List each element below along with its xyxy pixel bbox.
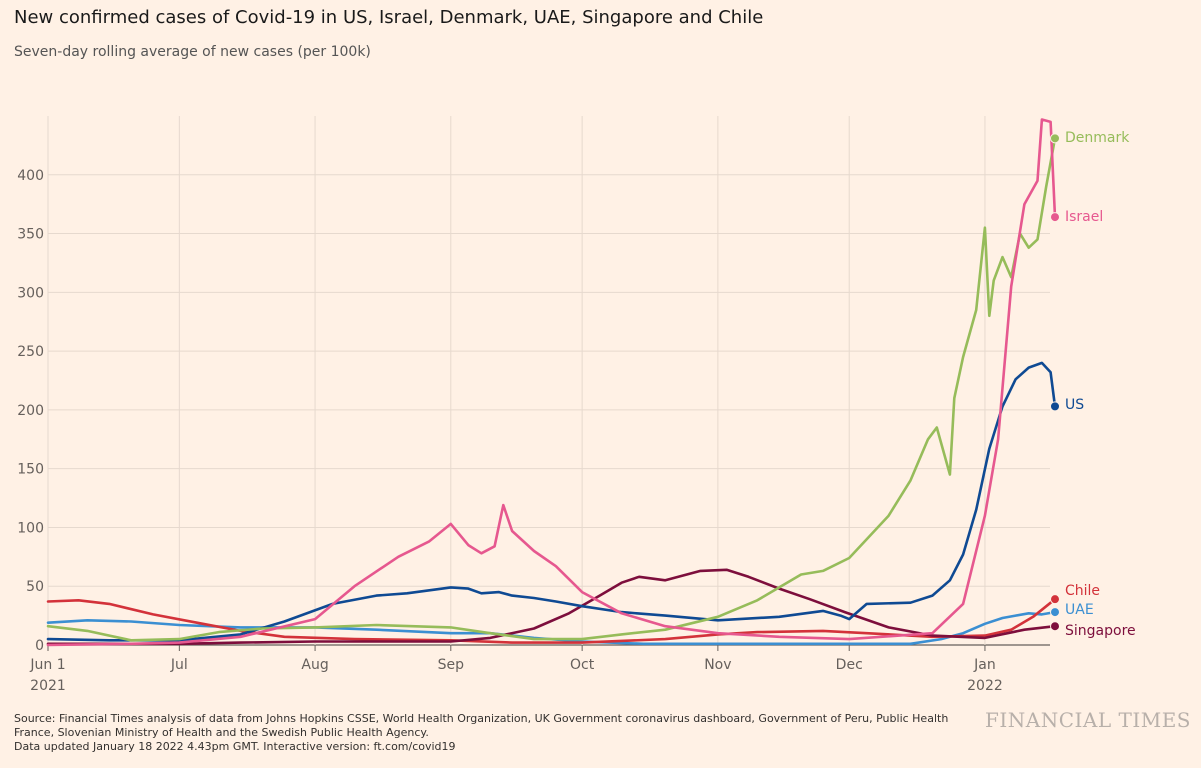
series-label-chile: Chile xyxy=(1065,583,1100,599)
y-tick-label: 50 xyxy=(26,579,44,595)
source-text: Source: Financial Times analysis of data… xyxy=(14,712,949,739)
x-tick-label: Jul xyxy=(170,657,188,673)
axes: 0 50 100 150 200 250 300 350 400 Jun 1 2021 Jul Aug S… xyxy=(17,168,1003,694)
y-tick-label: 300 xyxy=(17,285,44,301)
series-line-singapore xyxy=(46,568,1057,646)
y-tick-label: 400 xyxy=(17,168,44,184)
y-tick-label: 350 xyxy=(17,227,44,243)
series-label-singapore: Singapore xyxy=(1065,623,1136,639)
y-tick-label: 100 xyxy=(17,520,44,536)
series-label-denmark: Denmark xyxy=(1065,130,1130,146)
endpoint-us xyxy=(1050,401,1060,412)
line-chart: 0 50 100 150 200 250 300 350 400 Jun 1 2021 Jul Aug S… xyxy=(17,116,1136,694)
y-tick-label: 0 xyxy=(35,638,44,654)
x-tick-label: Oct xyxy=(570,657,595,673)
series-line-us xyxy=(46,361,1057,642)
series-line-israel xyxy=(46,118,1057,647)
series-lines xyxy=(46,118,1057,647)
chart-subtitle: Seven-day rolling average of new cases (… xyxy=(14,44,371,60)
x-tick-label: Dec xyxy=(836,657,863,673)
x-tick-label: Jan xyxy=(973,657,996,673)
series-label-us: US xyxy=(1065,397,1084,413)
endpoint-israel xyxy=(1050,212,1060,223)
x-tick-label: Nov xyxy=(704,657,731,673)
source-note: Source: Financial Times analysis of data… xyxy=(14,712,979,754)
endpoint-denmark xyxy=(1050,133,1060,144)
series-line-denmark xyxy=(46,137,1057,642)
y-tick-label: 250 xyxy=(17,344,44,360)
endpoint-uae xyxy=(1050,607,1060,618)
series-labels: UAE Chile Singapore US Denmark Israel xyxy=(1050,130,1136,639)
y-tick-label: 150 xyxy=(17,462,44,478)
x-tick-label: Aug xyxy=(301,657,328,673)
y-tick-label: 200 xyxy=(17,403,44,419)
series-label-uae: UAE xyxy=(1065,602,1094,618)
x-tick-sublabel: 2021 xyxy=(30,678,66,694)
ft-logo: FINANCIAL TIMES xyxy=(984,708,1191,732)
chart-title: New confirmed cases of Covid-19 in US, I… xyxy=(14,7,764,28)
endpoint-chile xyxy=(1050,594,1060,605)
grid-lines xyxy=(47,116,1050,646)
data-updated-text: Data updated January 18 2022 4.43pm GMT.… xyxy=(14,740,456,753)
x-tick-sublabel: 2022 xyxy=(967,678,1003,694)
x-tick-label: Sep xyxy=(438,657,465,673)
endpoint-singapore xyxy=(1050,621,1060,632)
series-label-israel: Israel xyxy=(1065,209,1103,225)
x-tick-label: Jun 1 xyxy=(29,657,65,673)
